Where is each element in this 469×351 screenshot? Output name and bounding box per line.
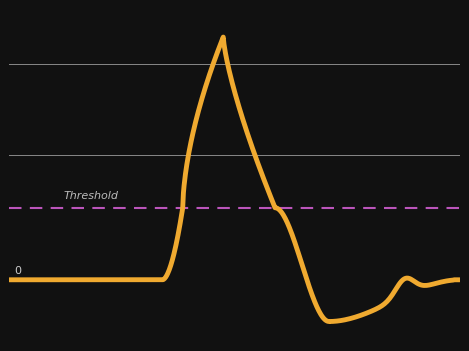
Text: Threshold: Threshold xyxy=(63,191,118,201)
Text: 0: 0 xyxy=(14,266,21,276)
